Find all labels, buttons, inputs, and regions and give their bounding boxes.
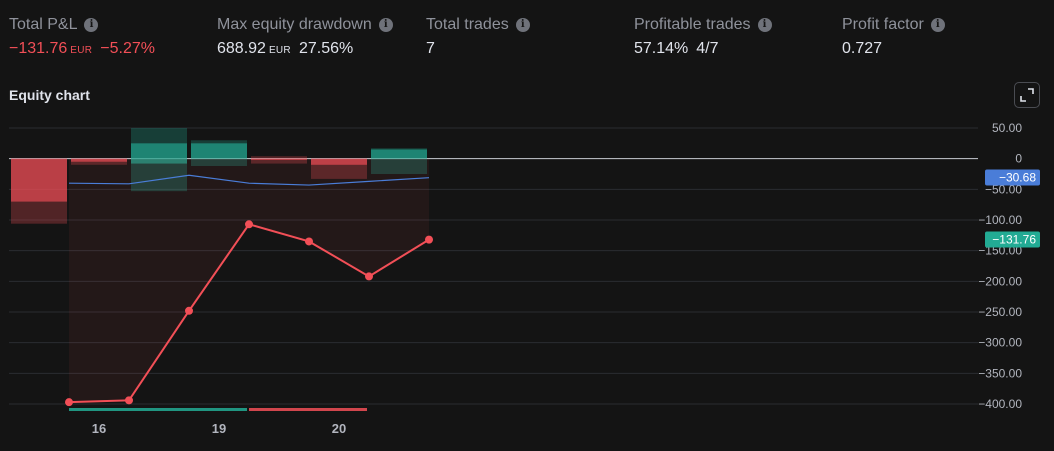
candle-body: [11, 158, 67, 202]
y-tick-label: −300.00: [978, 336, 1022, 350]
y-tick-label: −200.00: [978, 274, 1022, 288]
candle-range: [71, 158, 127, 165]
stat-currency: EUR: [268, 45, 291, 56]
equity-chart-title: Equity chart: [9, 87, 90, 103]
equity-point: [245, 220, 253, 229]
last-value-label: −30.68: [999, 170, 1036, 184]
candle-body: [371, 149, 427, 159]
stat-value: 7: [426, 40, 435, 57]
trade-bar: [69, 408, 247, 411]
stat-label: Total P&L: [9, 16, 78, 33]
equity-point: [185, 306, 193, 315]
candle-body: [311, 158, 367, 165]
info-icon[interactable]: i: [757, 18, 772, 32]
candle-body: [131, 143, 187, 164]
equity-point: [365, 272, 373, 281]
info-icon[interactable]: i: [930, 18, 945, 32]
equity-point: [125, 396, 133, 405]
candle-range: [251, 156, 307, 164]
last-value-badge: [985, 169, 1040, 186]
equity-point: [305, 237, 313, 246]
stats-bar: Total P&L i −131.76 EUR −5.27% Max equity d…: [9, 14, 1054, 66]
last-value-badge: [985, 231, 1040, 248]
expand-button[interactable]: [1014, 82, 1040, 108]
info-icon[interactable]: i: [84, 18, 99, 32]
candle-body: [191, 143, 247, 159]
stat-label: Max equity drawdown: [217, 16, 372, 33]
stat-total-pnl: Total P&L i −131.76 EUR −5.27%: [9, 14, 155, 62]
stat-value: 688.92: [217, 40, 266, 57]
candle-body: [251, 158, 307, 160]
stat-label: Profit factor: [842, 16, 924, 33]
equity-chart[interactable]: 50.000−50.00−100.00−150.00−200.00−250.00…: [0, 110, 1054, 451]
y-tick-label: −400.00: [978, 397, 1022, 411]
stat-profitable-trades: Profitable trades i 57.14% 4/7: [634, 14, 772, 62]
equity-area: [69, 158, 429, 403]
stat-max-drawdown: Max equity drawdown i 688.92 EUR 27.56%: [217, 14, 393, 62]
info-icon[interactable]: i: [515, 18, 530, 32]
stat-total-trades: Total trades i 7: [426, 14, 530, 62]
y-tick-label: −250.00: [978, 305, 1022, 319]
x-tick-label: 16: [92, 421, 106, 436]
y-tick-label: −50.00: [985, 182, 1022, 196]
y-tick-label: 0: [1015, 152, 1022, 166]
x-tick-label: 19: [212, 421, 226, 436]
buy-hold-line: [68, 174, 430, 186]
equity-point: [65, 398, 73, 407]
equity-point: [425, 235, 433, 244]
y-tick-label: −100.00: [978, 213, 1022, 227]
stat-value: −131.76: [9, 40, 68, 57]
y-tick-label: 50.00: [992, 121, 1022, 135]
y-tick-label: −350.00: [978, 366, 1022, 380]
last-value-label: −131.76: [992, 232, 1036, 246]
stat-label: Total trades: [426, 16, 509, 33]
expand-icon: [1020, 88, 1034, 102]
info-icon[interactable]: i: [378, 18, 393, 32]
candle-body: [71, 158, 127, 162]
stat-percent: 27.56%: [298, 40, 354, 57]
stat-percent: −5.27%: [100, 40, 156, 57]
stat-value: 0.727: [842, 40, 883, 57]
stat-value: 57.14%: [634, 40, 689, 57]
trade-bar: [249, 408, 367, 411]
stat-currency: EUR: [70, 45, 93, 56]
stat-label: Profitable trades: [634, 16, 751, 33]
stat-ratio: 4/7: [696, 40, 719, 57]
x-tick-label: 20: [332, 421, 346, 436]
stat-profit-factor: Profit factor i 0.727: [842, 14, 945, 62]
